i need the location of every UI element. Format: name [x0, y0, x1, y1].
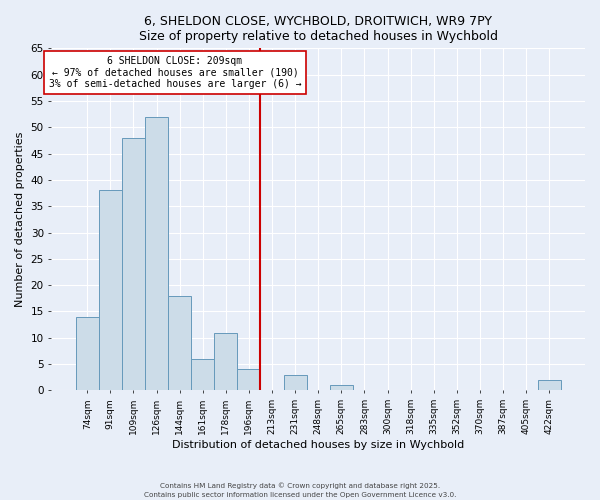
- Bar: [76, 316, 99, 390]
- Text: 6 SHELDON CLOSE: 209sqm
← 97% of detached houses are smaller (190)
3% of semi-de: 6 SHELDON CLOSE: 209sqm ← 97% of detache…: [49, 56, 301, 90]
- X-axis label: Distribution of detached houses by size in Wychbold: Distribution of detached houses by size …: [172, 440, 464, 450]
- Title: 6, SHELDON CLOSE, WYCHBOLD, DROITWICH, WR9 7PY
Size of property relative to deta: 6, SHELDON CLOSE, WYCHBOLD, DROITWICH, W…: [139, 15, 498, 43]
- Y-axis label: Number of detached properties: Number of detached properties: [15, 132, 25, 307]
- Bar: [145, 117, 168, 390]
- Bar: [168, 296, 191, 390]
- Bar: [214, 332, 238, 390]
- Bar: [284, 374, 307, 390]
- Bar: [99, 190, 122, 390]
- Bar: [538, 380, 561, 390]
- Bar: [191, 359, 214, 390]
- Bar: [330, 385, 353, 390]
- Bar: [238, 370, 260, 390]
- Bar: [122, 138, 145, 390]
- Text: Contains HM Land Registry data © Crown copyright and database right 2025.
Contai: Contains HM Land Registry data © Crown c…: [144, 482, 456, 498]
